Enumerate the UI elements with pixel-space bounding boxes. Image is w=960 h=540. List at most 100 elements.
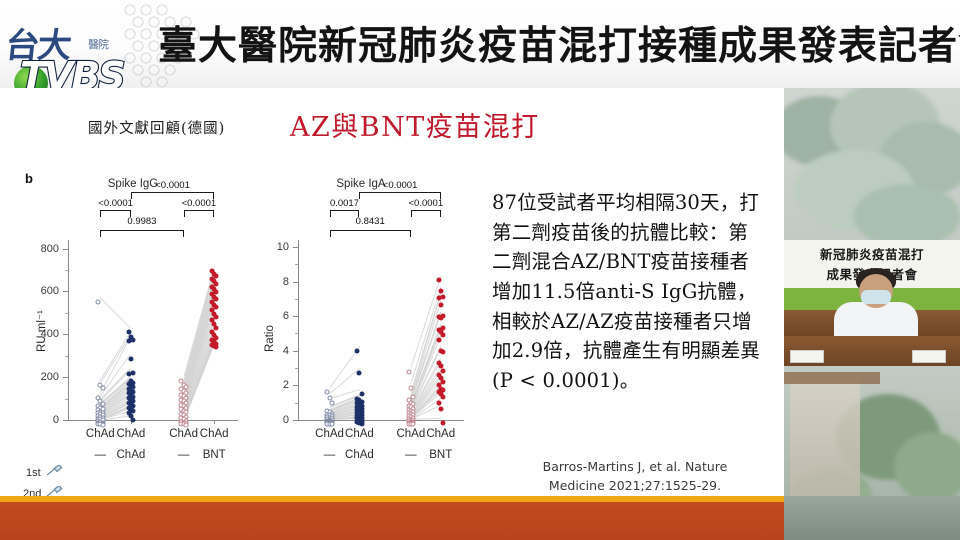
y-tick-mark (293, 281, 298, 283)
pvalue-label: <0.0001 (155, 180, 190, 191)
pvalue-label: <0.0001 (382, 180, 418, 191)
data-point (436, 360, 442, 366)
pvalue-bracket (130, 192, 215, 199)
data-point (213, 344, 219, 350)
data-point (128, 356, 134, 362)
data-point (209, 284, 215, 290)
x-label-second-dose: — (323, 449, 336, 461)
paired-connector (99, 296, 132, 329)
dose-row-first: 1st (26, 463, 64, 479)
y-axis (298, 240, 299, 420)
data-point (440, 368, 446, 374)
data-point (440, 394, 446, 400)
data-point (438, 302, 444, 308)
data-point (213, 314, 219, 320)
y-tick-label: 200 (40, 371, 59, 384)
data-point (183, 422, 189, 428)
x-label-first-dose: ChAd (169, 428, 198, 440)
data-point (354, 348, 360, 354)
data-point (211, 278, 217, 284)
data-point (213, 281, 219, 287)
x-label-first-dose: ChAd (199, 428, 229, 440)
data-point (209, 317, 215, 323)
x-label-second-dose: — (405, 449, 417, 461)
y-tick-label: 10 (276, 240, 289, 253)
data-point (211, 294, 217, 300)
pvalue-label: 0.9983 (127, 216, 157, 227)
y-tick-minor (295, 298, 298, 300)
y-tick-mark (63, 420, 68, 421)
data-point (128, 413, 134, 419)
y-tick-label: 0 (52, 414, 59, 426)
speaker-figure (830, 266, 922, 336)
y-tick-minor (65, 398, 68, 400)
tvbs-logo: TVBS 新聞網 (8, 28, 148, 88)
chart-spike-iga: Spike IgA 0 2 4 6 8 10 Ratio ChAd — ChAd ChAd ChAd —… (252, 178, 470, 478)
data-point (126, 329, 132, 335)
x-label-second-dose: ChAd (116, 449, 146, 461)
data-point (440, 332, 446, 338)
news-banner: 台大 醫院 TVBS 新聞網 臺大醫院新冠肺炎疫苗混打接種成果發表記者會 (0, 0, 960, 88)
citation-line-2: Medicine 2021;27:1525-29. (548, 477, 722, 493)
y-tick-mark (293, 420, 298, 421)
data-point (438, 391, 444, 397)
y-tick-minor (65, 312, 68, 314)
data-point (436, 400, 442, 405)
data-point (440, 387, 446, 393)
chart-spike-igg: Spike IgG 0 200 400 600 800 RU ml⁻¹ ChAd — ChAd C… (22, 178, 244, 478)
x-label-second-dose: — (94, 449, 107, 461)
news-headline: 臺大醫院新冠肺炎疫苗混打接種成果發表記者會 (158, 24, 960, 69)
pvalue-bracket (329, 210, 360, 217)
data-point (324, 389, 330, 395)
y-axis-label: RU ml⁻¹ (36, 309, 48, 352)
pvalue-bracket (329, 230, 411, 237)
x-label-second-dose: BNT (429, 449, 453, 461)
y-tick-label: 6 (282, 310, 289, 323)
data-point (436, 372, 442, 378)
data-point (209, 291, 215, 297)
data-point (130, 380, 136, 386)
y-tick-minor (65, 355, 68, 357)
data-point (436, 277, 442, 283)
pvalue-bracket (183, 210, 215, 217)
data-point (440, 294, 446, 300)
data-point (209, 276, 215, 282)
panel-letter-b: b (25, 171, 33, 186)
y-tick-label: 400 (40, 328, 59, 341)
video-bottom-strip (784, 496, 960, 540)
ntuh-logo-sub: 醫院 (88, 38, 109, 51)
data-point (408, 385, 414, 391)
data-point (100, 422, 105, 428)
data-point (130, 389, 136, 395)
name-plate (912, 350, 946, 363)
data-point (209, 299, 215, 305)
data-point (130, 337, 136, 343)
data-point (126, 410, 132, 416)
data-point (126, 371, 132, 377)
y-tick-label: 4 (282, 344, 289, 357)
y-tick-mark (63, 248, 68, 250)
data-point (213, 273, 219, 279)
data-point (209, 307, 215, 313)
data-point (440, 349, 446, 355)
slide-body-text: 87位受試者平均相隔30天，打第二劑疫苗後的抗體比較：第二劑混合AZ/BNT疫苗… (492, 191, 761, 392)
data-point (410, 421, 416, 427)
data-point (329, 400, 335, 405)
video-press-conference: 新冠肺炎疫苗混打 成果發表記者會 (784, 88, 960, 336)
data-point (436, 337, 442, 343)
pvalue-bracket (410, 210, 441, 217)
citation-line-1: Barros-Martins J, et al. Nature (542, 459, 728, 474)
data-point (436, 295, 442, 301)
data-point (359, 403, 365, 409)
y-tick-mark (63, 377, 68, 379)
data-point (213, 341, 219, 347)
pvalue-label: <0.0001 (98, 198, 133, 209)
dose-first-label: 1st (26, 467, 41, 479)
syringe-icon (46, 463, 63, 476)
chart-title: Spike IgA (336, 178, 386, 190)
pvalue-bracket (359, 192, 441, 199)
data-point (130, 384, 136, 390)
video-column: 新冠肺炎疫苗混打 成果發表記者會 (784, 88, 960, 540)
data-point (126, 338, 132, 344)
x-label-first-dose: ChAd (85, 428, 115, 440)
